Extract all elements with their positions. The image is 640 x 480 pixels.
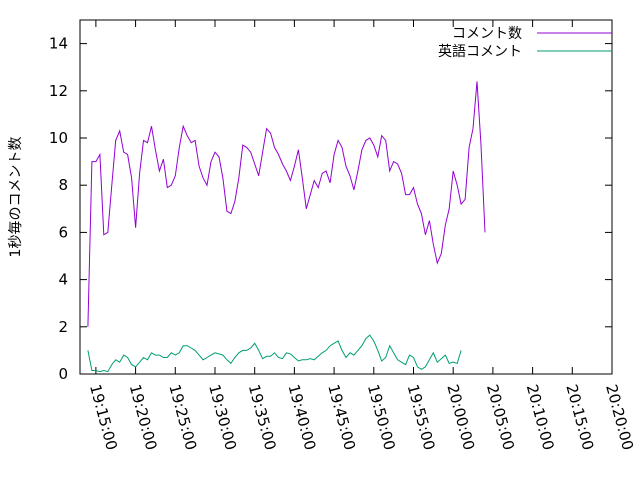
series-line-1 (87, 334, 462, 373)
series-layer (87, 81, 486, 373)
plot-border (79, 19, 613, 375)
y-axis: 0 2 4 6 8 10 12 14 (49, 35, 612, 383)
legend-label-0: コメント数 (452, 26, 522, 42)
y-tick-label: 0 (58, 365, 68, 383)
y-tick-label: 6 (58, 223, 68, 241)
y-tick-label: 8 (58, 176, 68, 194)
y-tick-label: 10 (49, 129, 68, 147)
y-tick-label: 14 (49, 35, 68, 53)
y-tick-label: 2 (58, 318, 68, 336)
series-line-0 (87, 81, 486, 327)
legend-label-1: 英語コメント (438, 43, 522, 60)
y-axis-title: 1秒毎のコメント数 (8, 137, 24, 258)
y-tick-label: 4 (58, 271, 68, 289)
y-tick-label: 12 (49, 82, 68, 100)
